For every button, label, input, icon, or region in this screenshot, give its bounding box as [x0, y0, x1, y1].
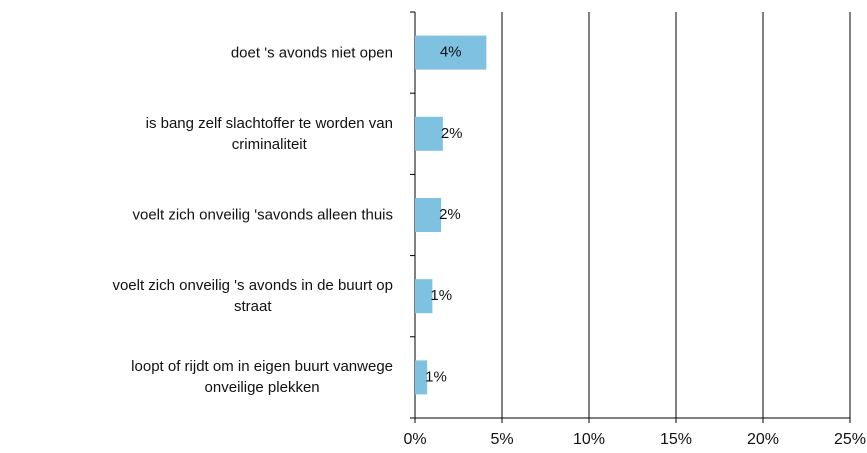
category-label: voelt zich onveilig 's avonds in de buur… — [112, 277, 393, 316]
value-label: 4% — [440, 44, 462, 61]
x-tick-label: 5% — [490, 431, 513, 448]
x-tick-label: 15% — [660, 431, 692, 448]
x-tick-label: 10% — [573, 431, 605, 448]
category-label: doet 's avonds niet open — [230, 44, 393, 62]
bar — [415, 279, 433, 314]
x-tick-label: 25% — [834, 431, 866, 448]
bar — [415, 35, 487, 70]
category-label: voelt zich onveilig 'savonds alleen thui… — [132, 206, 393, 224]
x-tick-label: 20% — [747, 431, 779, 448]
value-label: 2% — [441, 125, 463, 142]
category-label: is bang zelf slachtoffer te worden van c… — [145, 114, 393, 153]
bar — [415, 198, 442, 232]
value-label: 2% — [439, 206, 461, 223]
bar — [415, 116, 443, 151]
value-label: 1% — [430, 287, 452, 304]
category-label: loopt of rijdt om in eigen buurt vanwege… — [131, 358, 393, 397]
x-tick-label: 0% — [403, 431, 426, 448]
value-label: 1% — [425, 368, 447, 385]
bar — [415, 360, 428, 395]
